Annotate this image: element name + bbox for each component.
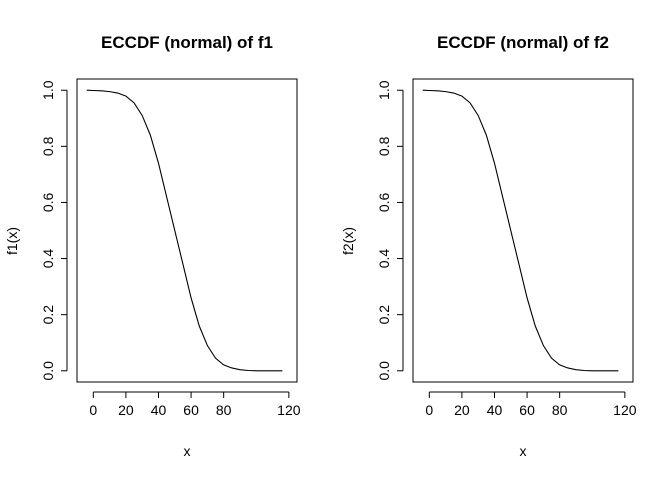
x-tick-label: 40 — [487, 402, 503, 418]
y-tick-label: 0.4 — [40, 249, 56, 269]
x-tick-label: 20 — [118, 402, 134, 418]
x-tick-label: 60 — [183, 402, 199, 418]
x-tick-label: 120 — [613, 402, 637, 418]
x-tick-label: 20 — [454, 402, 470, 418]
y-tick-label: 0.2 — [40, 305, 56, 325]
panel-f2: ECCDF (normal) of f2 x f2(x) 0 20 40 60 80 12… — [340, 33, 637, 459]
panel-f1: ECCDF (normal) of f1 x f1(x) 0 20 40 60 80 12… — [4, 33, 301, 459]
plot-marks: 0 20 40 60 80 120 0.0 0.2 0.4 0.6 0.8 1.0 — [40, 80, 301, 418]
x-tick-label: 120 — [277, 402, 301, 418]
x-axis-label: x — [184, 443, 191, 459]
y-tick-label: 0.4 — [376, 249, 392, 269]
y-tick-label: 1.0 — [40, 80, 56, 100]
plot-marks: 0 20 40 60 80 120 0.0 0.2 0.4 0.6 0.8 1.0 — [376, 80, 637, 418]
chart-title: ECCDF (normal) of f2 — [437, 33, 609, 52]
series-line — [422, 89, 619, 372]
y-tick-label: 0.2 — [376, 305, 392, 325]
y-tick-label: 0.6 — [40, 193, 56, 213]
chart-title: ECCDF (normal) of f1 — [101, 33, 273, 52]
plot-frame — [76, 78, 298, 383]
x-tick-label: 0 — [425, 402, 433, 418]
series-line — [86, 89, 283, 372]
y-tick-label: 0.8 — [40, 136, 56, 156]
y-tick-label: 0.6 — [376, 193, 392, 213]
x-tick-label: 80 — [216, 402, 232, 418]
plot-frame — [412, 78, 634, 383]
y-tick-label: 0.8 — [376, 136, 392, 156]
x-tick-label: 60 — [519, 402, 535, 418]
x-tick-label: 40 — [151, 402, 167, 418]
y-axis-label: f1(x) — [4, 227, 20, 255]
y-tick-label: 1.0 — [376, 80, 392, 100]
x-tick-label: 80 — [552, 402, 568, 418]
y-axis-label: f2(x) — [340, 227, 356, 255]
y-tick-label: 0.0 — [40, 361, 56, 381]
x-tick-label: 0 — [89, 402, 97, 418]
y-tick-label: 0.0 — [376, 361, 392, 381]
x-axis-label: x — [520, 443, 527, 459]
